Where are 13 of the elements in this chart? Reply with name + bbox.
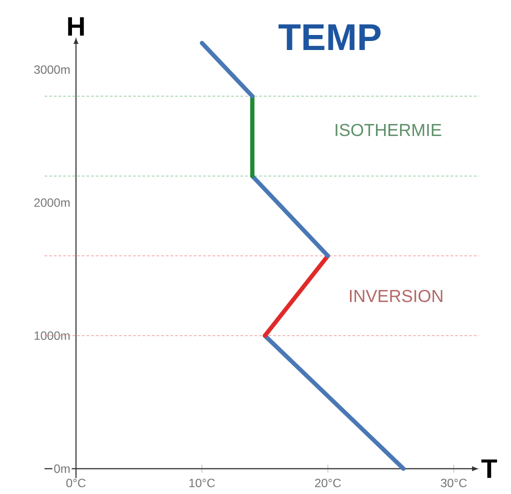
y-axis-title: H — [68, 17, 84, 36]
x-tick-label: 30°C — [440, 478, 467, 488]
x-axis-title: T — [481, 460, 498, 478]
y-tick-label: 2000m — [34, 198, 70, 207]
y-tick-label: 0m — [54, 464, 70, 473]
annotation: INVERSION — [350, 290, 442, 302]
y-tick-label: 1000m — [34, 331, 70, 340]
y-tick-label: 3000m — [34, 65, 70, 74]
chart-title: TEMP — [278, 24, 381, 50]
x-tick-label: 10°C — [189, 478, 215, 488]
x-tick-label: 0°C — [66, 478, 86, 488]
x-tick-label: 20°C — [315, 478, 341, 488]
annotation: ISOTHERMIE — [336, 124, 442, 136]
